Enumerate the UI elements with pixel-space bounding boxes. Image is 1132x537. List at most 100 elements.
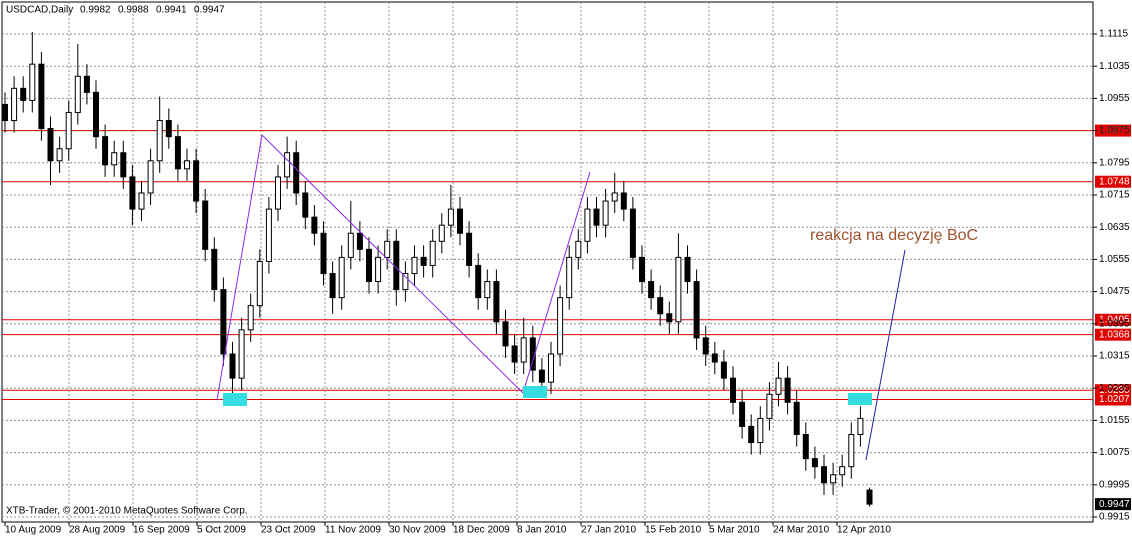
candle-body	[793, 401, 800, 435]
x-tick-label: 12 Apr 2010	[837, 525, 891, 536]
x-tick-label: 24 Mar 2010	[773, 525, 830, 536]
candle-body	[639, 256, 645, 283]
date-axis: 10 Aug 2009 28 Aug 2009 16 Sep 2009 5 Oct 2…	[4, 522, 891, 536]
x-tick-label: 30 Nov 2009	[389, 525, 446, 536]
candle-body	[138, 192, 145, 210]
candle-body	[848, 433, 855, 468]
ohlc-header: 0.9982 0.9988 0.9941 0.9947	[80, 5, 225, 16]
x-tick-label: 27 Jan 2010	[581, 525, 636, 536]
candle-body	[693, 281, 700, 339]
y-tick-label: 1.0155	[1099, 415, 1130, 426]
candle-body	[493, 281, 500, 323]
candle-body	[320, 232, 327, 274]
level-label-bg	[1095, 124, 1131, 137]
candle-body	[438, 224, 445, 242]
level-label-bg	[1095, 175, 1131, 188]
candle-body	[47, 128, 54, 162]
candle-body	[711, 353, 718, 363]
candle-body	[447, 208, 454, 226]
candle-body	[220, 289, 227, 355]
y-tick-label: 0.9995	[1099, 479, 1130, 490]
candle-body	[74, 75, 81, 113]
annotations	[216, 134, 906, 461]
candle-body	[65, 111, 72, 150]
annotation-text: reakcja na decyzję BoC	[810, 227, 978, 244]
candle-body	[821, 466, 827, 484]
candle-body	[484, 281, 491, 299]
candle-body	[184, 160, 190, 170]
y-tick-label: 1.0555	[1099, 254, 1130, 265]
candle-body	[202, 200, 209, 250]
candle-body	[666, 313, 673, 323]
y-tick-label: 1.1035	[1099, 61, 1130, 72]
y-tick-label: 1.0315	[1099, 351, 1130, 362]
trend-line	[522, 171, 591, 394]
candle-body	[657, 297, 664, 315]
candle-body	[629, 208, 636, 258]
candle-body	[466, 232, 473, 266]
candle-body	[83, 75, 90, 93]
candle-body	[811, 458, 818, 468]
y-tick-label: 1.0635	[1099, 222, 1130, 233]
candle-body	[757, 417, 764, 444]
candle-body	[684, 256, 691, 283]
level-label: 1.0230	[1099, 385, 1130, 396]
level-label-bg	[1095, 393, 1131, 406]
candle-body	[748, 425, 755, 444]
candle-body	[384, 240, 391, 258]
level-label: 1.0368	[1099, 329, 1130, 340]
footer: XTB-Trader, © 2001-2010 MetaQuotes Softw…	[6, 506, 248, 517]
candle-body	[165, 120, 172, 138]
y-tick-label: 1.0235	[1099, 383, 1130, 394]
candle-body	[211, 248, 218, 291]
header-value: 0.9988	[118, 5, 149, 16]
candle-body	[730, 377, 736, 403]
candle-body	[411, 256, 418, 274]
x-tick-label: 10 Aug 2009	[5, 525, 62, 536]
candle-body	[538, 369, 545, 383]
level-label: 1.0405	[1099, 314, 1130, 325]
y-tick-label: 1.0875	[1099, 125, 1130, 136]
candle-body	[602, 200, 609, 226]
candle-body	[775, 377, 782, 395]
candle-body	[356, 232, 363, 250]
candle-body	[102, 136, 109, 166]
candle-body	[11, 87, 18, 122]
y-tick-label: 1.0075	[1099, 447, 1130, 458]
price-label-bg	[1095, 498, 1131, 511]
candle-body	[129, 176, 136, 210]
candle-body	[566, 256, 573, 299]
candle-body	[511, 345, 518, 363]
x-tick-label: 15 Feb 2010	[645, 525, 702, 536]
candle-body	[502, 321, 509, 347]
y-tick-label: 1.0475	[1099, 286, 1130, 297]
x-tick-label: 11 Nov 2009	[325, 525, 381, 536]
candle-body	[520, 337, 527, 363]
x-tick-label: 23 Oct 2009	[261, 525, 316, 536]
candle-body	[284, 152, 291, 178]
candle-body	[557, 297, 564, 355]
candle-body	[238, 329, 245, 379]
candle-body	[20, 87, 27, 101]
grid	[2, 2, 1093, 522]
candle-body	[366, 248, 372, 283]
candle-body	[156, 120, 163, 162]
price-axis: 1.1115 1.1035 1.0955 1.0875 1.0795 1.0715 1.06…	[1093, 29, 1131, 523]
candle-body	[111, 152, 118, 166]
x-tick-label: 8 Jan 2010	[517, 525, 567, 536]
candle-body	[429, 240, 436, 266]
symbol: USDCAD,Daily	[6, 5, 73, 16]
candle-body	[375, 256, 382, 283]
candle-body	[229, 353, 236, 379]
candle-body	[739, 401, 746, 427]
candle-body	[611, 192, 618, 202]
candle-body	[29, 63, 36, 101]
highlight-box	[223, 393, 247, 406]
x-tick-label: 28 Aug 2009	[69, 525, 126, 536]
candle-body	[275, 176, 281, 210]
candle-body	[420, 256, 427, 266]
candle-body	[293, 152, 300, 194]
candle-body	[802, 433, 809, 460]
level-label-bg	[1095, 313, 1131, 326]
candle-body	[766, 393, 773, 419]
